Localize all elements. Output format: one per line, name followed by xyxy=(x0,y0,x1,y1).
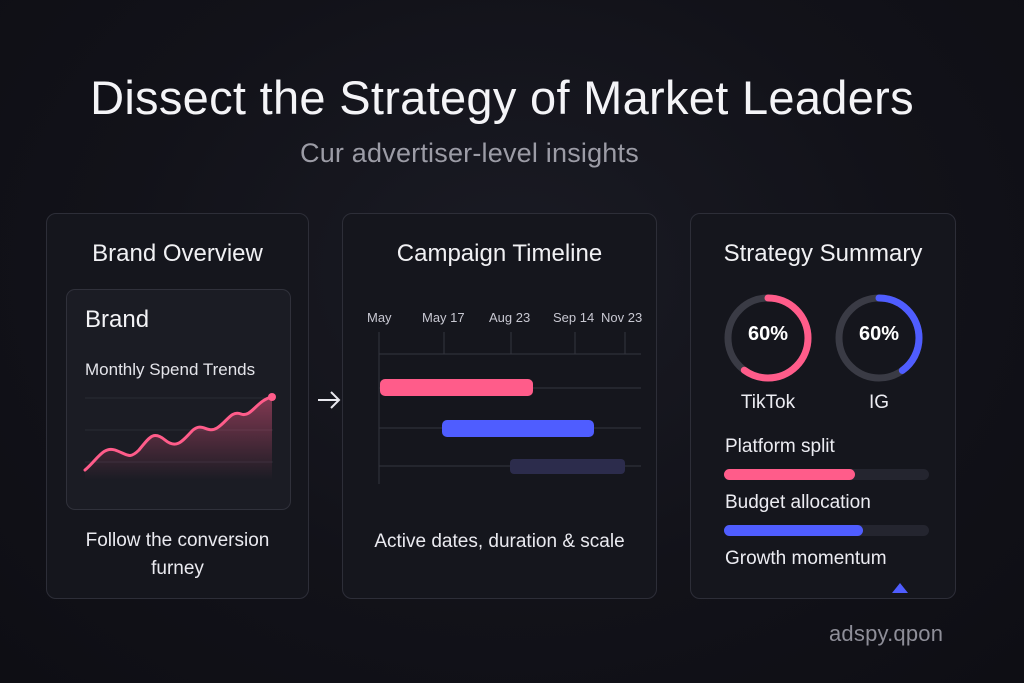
ig-ring-arc xyxy=(835,294,923,382)
platform-split-fill xyxy=(724,469,856,480)
brand-overview-card[interactable]: Brand Overview Brand Monthly Spend Trend… xyxy=(46,213,309,599)
page-subtitle: Cur advertiser-level insights xyxy=(300,138,639,168)
spend-trend-chart xyxy=(83,393,276,480)
budget-allocation-fill xyxy=(724,525,864,536)
campaign-timeline-card[interactable]: Campaign Timeline May May 17 Aug 23 Sep … xyxy=(342,213,657,599)
tiktok-ring-value: 60% xyxy=(747,323,789,345)
tiktok-ring-arc xyxy=(724,294,812,382)
tiktok-ring: 60% xyxy=(722,292,814,384)
page-title: Dissect the Strategy of Market Leaders xyxy=(90,71,914,124)
campaign-timeline-title: Campaign Timeline xyxy=(396,240,603,267)
growth-momentum-label: Growth momentum xyxy=(725,548,887,569)
spend-trend-line xyxy=(83,395,274,472)
brand-overview-title: Brand Overview xyxy=(92,240,263,267)
ig-ring-value: 60% xyxy=(858,323,900,345)
tiktok-ring-label: TikTok xyxy=(740,392,796,413)
budget-allocation-label: Budget allocation xyxy=(725,492,871,513)
timeline-tick: May xyxy=(367,310,392,325)
timeline-bar-blue xyxy=(442,420,594,437)
timeline-chart xyxy=(378,332,641,484)
timeline-bar-muted xyxy=(510,459,625,474)
timeline-tick: Aug 23 xyxy=(489,310,531,325)
timeline-bar-pink xyxy=(380,379,533,396)
caret-up-icon[interactable] xyxy=(891,581,909,599)
timeline-tick: Nov 23 xyxy=(601,310,643,325)
platform-split-label: Platform split xyxy=(725,436,835,457)
spend-trend-endpoint xyxy=(268,393,276,401)
arrow-right-icon xyxy=(315,386,343,419)
brand-panel: Brand Monthly Spend Trends xyxy=(66,289,291,510)
strategy-summary-title: Strategy Summary xyxy=(723,240,923,267)
brand-footer: Follow the conversion furney xyxy=(47,527,308,583)
brand-footer-line2: furney xyxy=(151,558,204,579)
ig-ring: 60% xyxy=(833,292,925,384)
ig-ring-label: IG xyxy=(868,392,890,413)
timeline-tick: May 17 xyxy=(422,310,465,325)
spend-trend-area xyxy=(85,397,272,480)
timeline-footer: Active dates, duration & scale xyxy=(374,531,625,552)
watermark: adspy.qpon xyxy=(829,621,944,646)
platform-split-bar xyxy=(724,469,929,480)
budget-allocation-bar xyxy=(724,525,929,536)
brand-panel-subtitle: Monthly Spend Trends xyxy=(85,360,256,379)
brand-footer-line1: Follow the conversion xyxy=(85,530,270,551)
timeline-tick: Sep 14 xyxy=(553,310,595,325)
brand-panel-title: Brand xyxy=(85,306,150,333)
strategy-summary-card[interactable]: Strategy Summary 60% TikTok 60% IG Platf… xyxy=(690,213,956,599)
